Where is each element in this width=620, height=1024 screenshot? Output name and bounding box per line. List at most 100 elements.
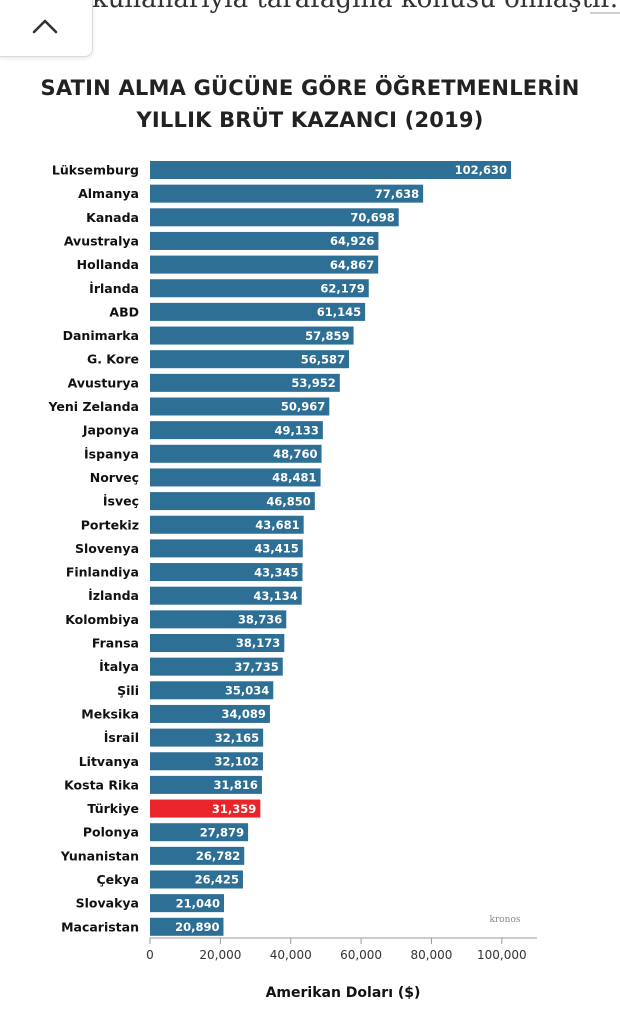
- value-label: 32,165: [215, 731, 259, 745]
- cut-off-article-text: kullanarıyla tarafağına konusu olmaştır.: [92, 0, 618, 14]
- category-label: Hollanda: [77, 257, 139, 272]
- category-label: Türkiye: [87, 801, 139, 816]
- value-label: 50,967: [281, 400, 325, 414]
- cut-off-article-text-strip: kullanarıyla tarafağına konusu olmaştır.: [0, 0, 620, 22]
- bar: [150, 444, 322, 463]
- category-label: Slovakya: [76, 896, 139, 911]
- bar: [150, 728, 264, 747]
- category-label: Almanya: [78, 186, 139, 201]
- bar: [150, 657, 283, 676]
- category-label: İspanya: [84, 446, 139, 461]
- value-label: 57,859: [305, 329, 349, 343]
- category-label: Fransa: [92, 636, 139, 651]
- category-label: Yunanistan: [60, 848, 139, 863]
- category-label: Finlandiya: [66, 565, 139, 580]
- value-label: 48,760: [273, 447, 317, 461]
- bar: [150, 894, 225, 913]
- category-label: İsrail: [104, 730, 139, 745]
- value-label: 43,681: [255, 518, 299, 532]
- bar: [150, 846, 245, 865]
- value-label: 37,735: [234, 660, 278, 674]
- bar: [150, 610, 287, 629]
- value-label: 43,415: [254, 542, 298, 556]
- value-label: 43,345: [254, 565, 298, 579]
- x-tick-label: 40,000: [270, 948, 312, 962]
- bar: [150, 634, 285, 652]
- x-axis-title: Amerikan Doları ($): [266, 985, 421, 1001]
- value-label: 38,173: [236, 636, 280, 650]
- bar: [150, 681, 274, 700]
- value-label: 27,879: [200, 825, 244, 839]
- category-label: Yeni Zelanda: [48, 399, 139, 414]
- bar: [150, 468, 321, 487]
- value-label: 43,134: [253, 589, 297, 603]
- value-label: 21,040: [176, 896, 220, 910]
- bar: [150, 161, 512, 179]
- value-label: 64,867: [330, 258, 374, 272]
- category-label: Avustralya: [64, 233, 139, 248]
- bar: [150, 231, 379, 250]
- collapse-button[interactable]: [0, 0, 93, 57]
- category-label: ABD: [109, 304, 139, 319]
- category-label: Portekiz: [81, 517, 139, 532]
- bar: [150, 917, 224, 936]
- value-label: 70,698: [350, 211, 394, 225]
- divider: [590, 12, 620, 14]
- x-tick-label: 0: [146, 948, 154, 962]
- category-label: Japonya: [82, 423, 139, 438]
- bar: [150, 184, 424, 203]
- category-label: Kolombiya: [65, 612, 139, 627]
- category-label: Lüksemburg: [52, 163, 139, 178]
- bar: [150, 397, 330, 416]
- value-label: 31,816: [214, 778, 258, 792]
- bar: [150, 823, 249, 842]
- bar: [150, 870, 243, 889]
- category-label: Macaristan: [61, 919, 139, 934]
- value-label: 61,145: [317, 305, 361, 319]
- bar: [150, 539, 303, 558]
- bar: [150, 279, 369, 298]
- x-tick-label: 60,000: [340, 948, 382, 962]
- bar: [150, 302, 366, 321]
- chart-title: SATIN ALMA GÜCÜNE GÖRE ÖĞRETMENLERİN YIL…: [0, 72, 620, 136]
- watermark-logo: kronos: [489, 915, 520, 925]
- bar: [150, 421, 323, 440]
- category-label: İzlanda: [88, 588, 139, 603]
- value-label: 102,630: [455, 163, 507, 177]
- value-label: 20,890: [175, 920, 219, 934]
- category-label: Çekya: [96, 872, 139, 887]
- bar: [150, 492, 315, 511]
- chart-title-line-1: SATIN ALMA GÜCÜNE GÖRE ÖĞRETMENLERİN: [40, 76, 580, 100]
- bar: [150, 704, 270, 723]
- value-label: 49,133: [274, 423, 318, 437]
- bar: [150, 515, 304, 534]
- chart-title-line-2: YILLIK BRÜT KAZANCI (2019): [136, 108, 484, 132]
- bar: [150, 208, 399, 227]
- value-label: 53,952: [291, 376, 335, 390]
- value-label: 26,425: [195, 873, 239, 887]
- bar: [150, 373, 340, 392]
- bar: [150, 586, 302, 605]
- bar: [150, 255, 379, 274]
- value-label: 56,587: [301, 352, 345, 366]
- category-label: Norveç: [90, 470, 139, 485]
- bar: [150, 799, 261, 818]
- value-label: 34,089: [222, 707, 266, 721]
- value-label: 32,102: [215, 754, 259, 768]
- value-label: 31,359: [212, 802, 256, 816]
- bar: [150, 775, 262, 794]
- x-tick-label: 80,000: [410, 948, 452, 962]
- chevron-up-icon: [32, 19, 58, 34]
- bar: [150, 326, 354, 345]
- x-tick-label: 100,000: [477, 948, 527, 962]
- category-label: Avusturya: [68, 375, 139, 390]
- value-label: 62,179: [320, 281, 364, 295]
- value-label: 46,850: [266, 494, 310, 508]
- category-label: İsveç: [103, 494, 139, 509]
- bar: [150, 563, 303, 582]
- bar: [150, 752, 263, 771]
- category-label: Litvanya: [79, 754, 139, 769]
- value-label: 64,926: [330, 234, 374, 248]
- value-label: 26,782: [196, 849, 240, 863]
